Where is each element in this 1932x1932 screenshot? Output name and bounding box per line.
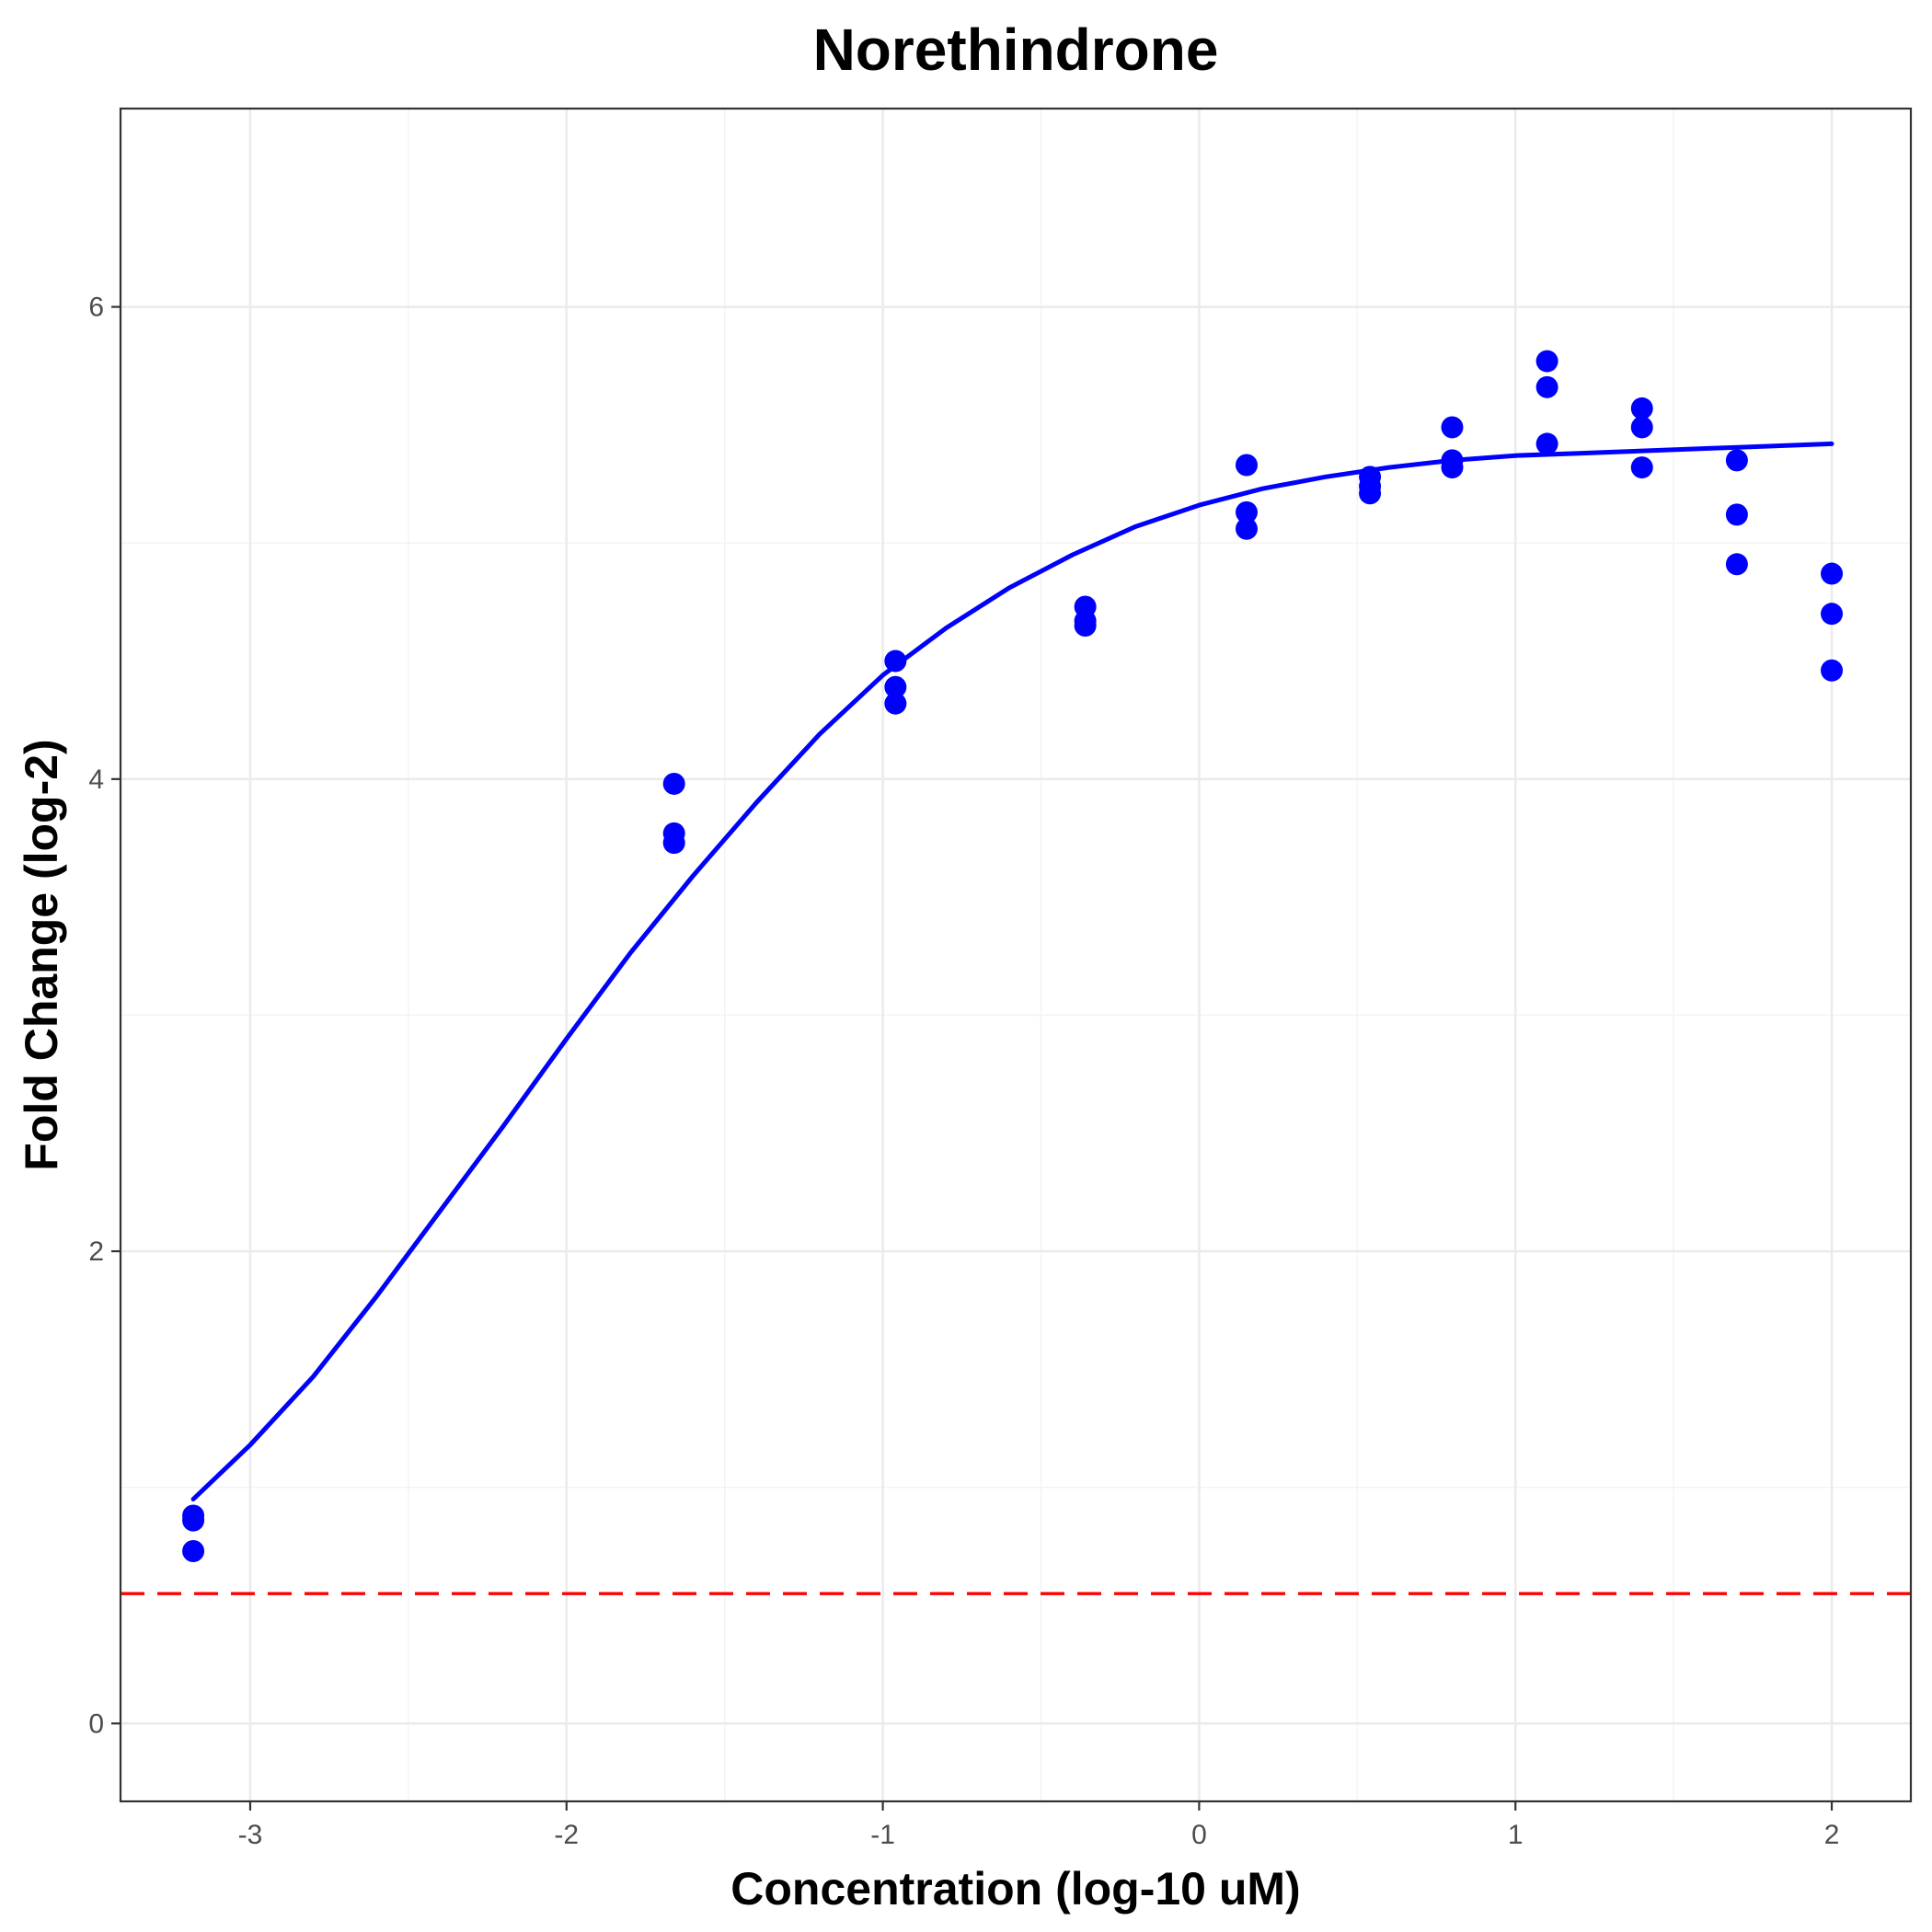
fit-curve-layer (190, 441, 1834, 1501)
x-tick-label: -2 (554, 1820, 579, 1850)
x-tick-label: 2 (1824, 1820, 1840, 1850)
data-point (1630, 456, 1653, 479)
data-point (1535, 432, 1558, 455)
data-point (1359, 482, 1382, 505)
data-point (1441, 456, 1464, 479)
data-point (1630, 397, 1653, 420)
data-point (884, 650, 907, 673)
y-tick-label: 4 (88, 765, 104, 795)
y-tick-label: 0 (88, 1708, 104, 1739)
data-point (1235, 454, 1258, 477)
x-tick-label: -1 (870, 1820, 895, 1850)
data-point (1630, 416, 1653, 439)
y-tick-label: 6 (88, 293, 104, 323)
y-axis: 0 2 4 6 (88, 293, 121, 1739)
data-point (1235, 500, 1258, 523)
data-point (884, 692, 907, 715)
data-point (1725, 503, 1748, 526)
y-tick-label: 2 (88, 1236, 104, 1267)
data-point (662, 832, 685, 855)
x-axis-label: Concentration (log-10 uM) (730, 1863, 1300, 1915)
data-point (1821, 603, 1844, 626)
data-point (1725, 449, 1748, 472)
chart-title: Norethindrone (813, 17, 1219, 83)
data-point (884, 675, 907, 698)
data-point (1074, 615, 1097, 638)
data-points (182, 350, 1844, 1562)
data-point (1535, 375, 1558, 398)
plot-panel-border (119, 107, 1913, 1803)
x-tick-label: -3 (238, 1820, 263, 1850)
data-point (662, 772, 685, 795)
data-point (182, 1539, 205, 1562)
data-point (1725, 553, 1748, 576)
grid (121, 109, 1911, 1801)
x-tick-label: 0 (1191, 1820, 1207, 1850)
data-point (1821, 562, 1844, 585)
x-tick-label: 1 (1508, 1820, 1524, 1850)
y-axis-label: Fold Change (log-2) (16, 739, 67, 1170)
fit-curve (190, 441, 1834, 1501)
data-point (1535, 350, 1558, 373)
x-axis: -3 -2 -1 0 1 2 (238, 1801, 1840, 1850)
data-point (1821, 659, 1844, 682)
data-point (1441, 416, 1464, 439)
data-point (1235, 517, 1258, 540)
data-point (182, 1509, 205, 1532)
